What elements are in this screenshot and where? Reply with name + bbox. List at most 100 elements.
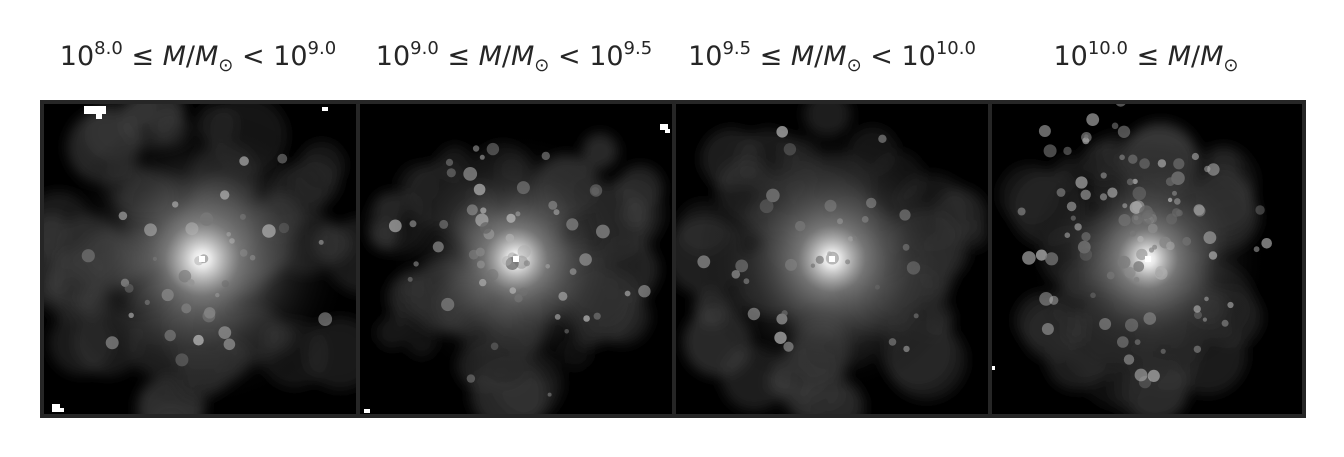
subhalo-clump bbox=[1159, 236, 1172, 249]
subhalo-clump bbox=[596, 224, 610, 239]
subhalo-clump bbox=[202, 309, 216, 323]
subhalo-clump bbox=[1147, 223, 1158, 234]
subhalo-clump bbox=[1174, 198, 1181, 205]
subhalo-clump bbox=[1122, 203, 1128, 209]
subhalo-clump bbox=[215, 292, 220, 298]
subhalo-clump bbox=[1039, 292, 1053, 306]
subhalo-clump bbox=[1261, 238, 1272, 249]
subhalo-clump bbox=[1017, 207, 1026, 216]
subhalo-clump bbox=[1172, 208, 1181, 217]
subhalo-clump bbox=[899, 209, 911, 221]
subhalo-clump bbox=[564, 329, 569, 334]
subhalo-clump bbox=[432, 241, 444, 253]
subhalo-clump bbox=[144, 223, 157, 237]
subhalo-clump bbox=[178, 269, 192, 283]
subhalo-clump bbox=[579, 253, 592, 266]
subhalo-clump bbox=[837, 218, 843, 225]
subhalo-clump bbox=[847, 236, 854, 242]
subhalo-clump bbox=[827, 251, 832, 257]
subhalo-clump bbox=[583, 315, 590, 322]
subhalo-clump bbox=[187, 279, 195, 287]
subhalo-clump bbox=[1086, 113, 1100, 126]
subhalo-clump bbox=[861, 216, 869, 223]
subhalo-clump bbox=[545, 264, 550, 269]
subhalo-clump bbox=[1075, 176, 1088, 189]
subhalo-clump bbox=[466, 374, 476, 383]
subhalo-clump bbox=[463, 167, 478, 181]
subhalo-clump bbox=[824, 199, 837, 212]
subhalo-clumps bbox=[81, 153, 333, 367]
halo-density-map bbox=[44, 104, 356, 414]
subhalo-clump bbox=[318, 239, 324, 245]
subhalo-clump bbox=[239, 156, 249, 166]
subhalo-clump bbox=[480, 222, 492, 234]
subhalo-clump bbox=[1035, 249, 1048, 261]
pixel-artefact bbox=[992, 366, 995, 370]
subhalo-clump bbox=[466, 204, 478, 216]
subhalo-clump bbox=[1123, 354, 1135, 365]
subhalo-clump bbox=[516, 181, 530, 195]
subhalo-clump bbox=[1128, 154, 1138, 164]
subhalo-clump bbox=[164, 329, 176, 342]
subhalo-clump bbox=[1129, 230, 1137, 237]
subhalo-clump bbox=[1049, 295, 1059, 305]
subhalo-clump bbox=[199, 212, 214, 226]
subhalo-clump bbox=[1131, 213, 1143, 225]
halo-center bbox=[829, 256, 835, 262]
subhalo-clump bbox=[505, 233, 515, 243]
subhalo-clump bbox=[486, 269, 499, 281]
subhalo-clump bbox=[1043, 144, 1057, 158]
subhalo-clump bbox=[81, 249, 95, 263]
subhalo-clump bbox=[1066, 201, 1077, 212]
subhalo-clump bbox=[815, 255, 824, 264]
subhalo-clump bbox=[1155, 266, 1167, 277]
diffuse-blob bbox=[155, 407, 184, 414]
subhalo-clump bbox=[1132, 186, 1147, 201]
subhalo-clump bbox=[473, 183, 486, 196]
subhalo-clump bbox=[547, 392, 552, 397]
pixel-artefact bbox=[322, 107, 328, 111]
subhalo-clump bbox=[220, 190, 230, 200]
subhalo-clump bbox=[468, 249, 479, 260]
subhalo-clump bbox=[1221, 319, 1229, 327]
subhalo-clump bbox=[1064, 232, 1071, 238]
subhalo-clump bbox=[1160, 348, 1166, 354]
subhalo-clump bbox=[181, 303, 192, 314]
subhalo-clump bbox=[554, 314, 561, 320]
subhalo-clump bbox=[902, 243, 910, 251]
subhalo-clump bbox=[845, 259, 851, 265]
subhalo-clump bbox=[479, 278, 487, 287]
subhalo-clump bbox=[479, 154, 485, 160]
subhalo-clump bbox=[852, 235, 857, 241]
subhalo-clump bbox=[591, 187, 600, 196]
subhalo-clump bbox=[517, 245, 531, 259]
subhalo-clump bbox=[226, 232, 231, 237]
subhalo-clump bbox=[1173, 158, 1185, 170]
subhalo-clump bbox=[553, 209, 560, 216]
subhalo-clump bbox=[262, 224, 276, 238]
subhalo-clump bbox=[446, 168, 456, 178]
subhalo-clump bbox=[1074, 223, 1082, 231]
subhalo-clump bbox=[697, 255, 711, 269]
subhalo-clump bbox=[759, 199, 774, 214]
subhalo-clump bbox=[118, 211, 128, 221]
subhalo-clump bbox=[1204, 296, 1209, 302]
subhalo-clump bbox=[566, 218, 579, 231]
subhalo-clump bbox=[888, 338, 897, 346]
subhalo-clump bbox=[1253, 246, 1260, 253]
subhalo-clump bbox=[1038, 125, 1051, 137]
subhalo-clump bbox=[185, 222, 199, 236]
subhalo-clump bbox=[1182, 236, 1192, 246]
diffuse-blob bbox=[375, 316, 408, 349]
subhalo-clump bbox=[486, 142, 500, 156]
subhalo-clump bbox=[541, 151, 550, 161]
subhalo-clump bbox=[441, 297, 455, 312]
subhalo-clump bbox=[785, 258, 797, 271]
subhalo-clump bbox=[1143, 312, 1157, 325]
subhalo-clump bbox=[1134, 339, 1141, 345]
subhalo-clump bbox=[509, 287, 517, 294]
subhalo-clump bbox=[1193, 305, 1201, 313]
subhalo-clump bbox=[1202, 317, 1207, 322]
subhalo-clump bbox=[874, 284, 880, 290]
subhalo-clump bbox=[239, 213, 246, 220]
